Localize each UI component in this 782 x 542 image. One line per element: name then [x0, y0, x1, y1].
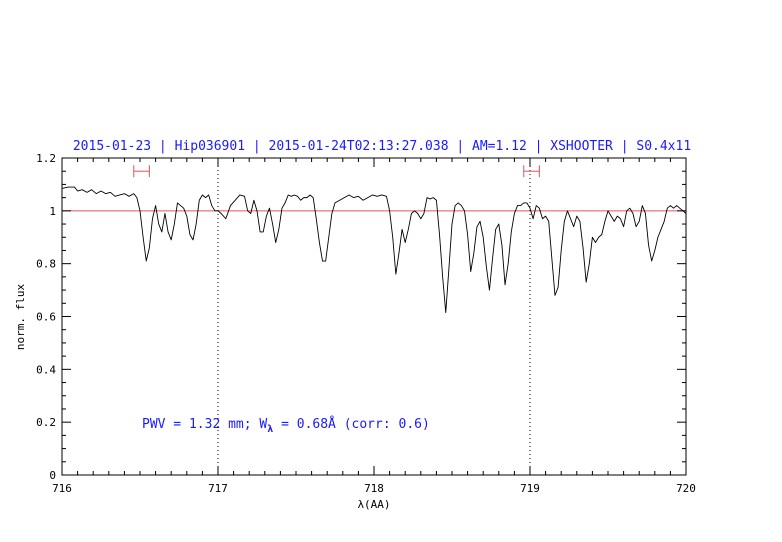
pwv-annotation: PWV = 1.32 mm; Wλ = 0.68Å (corr: 0.6)	[142, 416, 430, 435]
range-bracket-1	[133, 165, 150, 178]
y-tick-label-0.8: 0.8	[36, 258, 56, 271]
x-tick-label-720: 720	[676, 482, 696, 495]
y-axis-label: norm. flux	[14, 284, 27, 351]
y-tick-label-1: 1	[49, 205, 56, 218]
y-tick-label-1.2: 1.2	[36, 152, 56, 165]
y-tick-label-0.6: 0.6	[36, 311, 56, 324]
x-axis-label: λ(AA)	[357, 498, 390, 511]
y-tick-label-0.2: 0.2	[36, 416, 56, 429]
pwv-text: PWV = 1.32 mm; W	[142, 417, 267, 432]
spectrum-line-1	[61, 186, 687, 313]
x-tick-label-717: 717	[208, 482, 228, 495]
x-tick-label-719: 719	[520, 482, 540, 495]
y-tick-label-0.4: 0.4	[36, 363, 56, 376]
x-tick-label-718: 718	[364, 482, 384, 495]
lambda-subscript: λ	[267, 424, 273, 435]
range-bracket-2	[523, 165, 540, 178]
x-tick-label-716: 716	[52, 482, 72, 495]
y-tick-label-0: 0	[49, 469, 56, 482]
plot-area: 716 717 718 719 720 0 0.2 0.4 0.6 0.8 1 1.2	[36, 152, 696, 495]
chart-title: 2015-01-23 | Hip036901 | 2015-01-24T02:1…	[73, 139, 691, 154]
equivalent-width-text: = 0.68Å (corr: 0.6)	[273, 416, 430, 432]
